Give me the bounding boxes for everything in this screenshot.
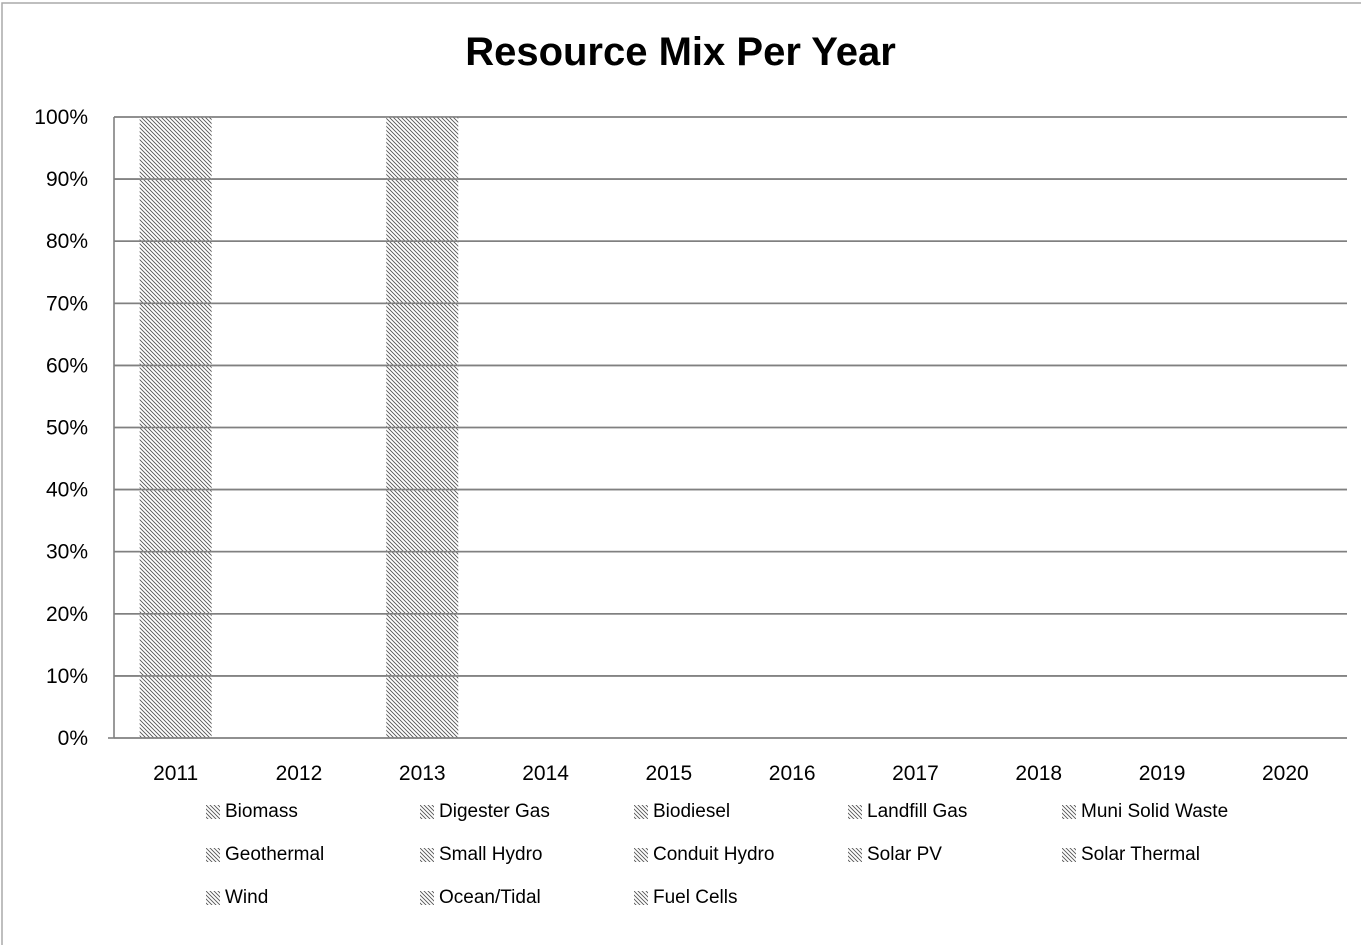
x-tick-label: 2013 <box>399 762 446 785</box>
x-tick-label: 2012 <box>276 762 323 785</box>
legend-item: Biodiesel <box>628 801 842 823</box>
legend-item: Wind <box>200 887 414 909</box>
legend-item: Geothermal <box>200 844 414 866</box>
x-tick-label: 2020 <box>1262 762 1309 785</box>
legend-label: Geothermal <box>225 843 325 865</box>
x-tick-label: 2019 <box>1139 762 1186 785</box>
legend-swatch <box>634 890 648 905</box>
legend-label: Solar PV <box>867 843 942 865</box>
legend-swatch <box>420 890 434 905</box>
chart-title: Resource Mix Per Year <box>465 30 896 74</box>
y-tick-label: 0% <box>58 727 88 750</box>
legend-row: Geothermal Small Hydro Conduit Hydro Solar … <box>200 833 1330 876</box>
legend-label: Biomass <box>225 800 298 822</box>
legend-swatch <box>206 847 220 862</box>
y-tick-label: 70% <box>46 292 88 315</box>
legend-label: Conduit Hydro <box>653 843 775 865</box>
legend: Biomass Digester Gas Biodiesel Landfill Gas… <box>200 790 1330 919</box>
x-tick-label: 2018 <box>1015 762 1062 785</box>
legend-label: Wind <box>225 886 269 908</box>
legend-item: Solar Thermal <box>1056 844 1270 866</box>
legend-label: Biodiesel <box>653 800 731 822</box>
legend-swatch <box>634 804 648 819</box>
legend-label: Digester Gas <box>439 800 550 822</box>
legend-item: Small Hydro <box>414 844 628 866</box>
legend-label: Ocean/Tidal <box>439 886 541 908</box>
x-tick-label: 2015 <box>645 762 692 785</box>
legend-item: Fuel Cells <box>628 887 842 909</box>
legend-label: Landfill Gas <box>867 800 968 822</box>
legend-item: Landfill Gas <box>842 801 1056 823</box>
legend-row: Biomass Digester Gas Biodiesel Landfill Gas… <box>200 790 1330 833</box>
legend-row: Wind Ocean/Tidal Fuel Cells <box>200 876 1330 919</box>
y-tick-label: 50% <box>46 417 88 440</box>
legend-swatch <box>206 890 220 905</box>
legend-swatch <box>420 847 434 862</box>
legend-item: Ocean/Tidal <box>414 887 628 909</box>
legend-swatch <box>206 804 220 819</box>
y-tick-label: 80% <box>46 230 88 253</box>
legend-swatch <box>1062 804 1076 819</box>
legend-item: Conduit Hydro <box>628 844 842 866</box>
x-tick-label: 2017 <box>892 762 939 785</box>
legend-swatch <box>848 804 862 819</box>
legend-label: Small Hydro <box>439 843 543 865</box>
legend-item: Solar PV <box>842 844 1056 866</box>
legend-swatch <box>848 847 862 862</box>
y-tick-label: 60% <box>46 354 88 377</box>
legend-swatch <box>634 847 648 862</box>
x-tick-label: 2011 <box>153 762 198 785</box>
legend-label: Fuel Cells <box>653 886 738 908</box>
y-tick-label: 20% <box>46 603 88 626</box>
y-tick-label: 30% <box>46 541 88 564</box>
legend-item: Muni Solid Waste <box>1056 801 1270 823</box>
legend-swatch <box>1062 847 1076 862</box>
legend-swatch <box>420 804 434 819</box>
legend-item: Digester Gas <box>414 801 628 823</box>
legend-label: Muni Solid Waste <box>1081 800 1229 822</box>
y-tick-label: 90% <box>46 168 88 191</box>
legend-item: Biomass <box>200 801 414 823</box>
y-tick-label: 40% <box>46 479 88 502</box>
x-tick-label: 2016 <box>769 762 816 785</box>
x-tick-label: 2014 <box>522 762 569 785</box>
y-tick-label: 100% <box>34 106 88 129</box>
legend-label: Solar Thermal <box>1081 843 1200 865</box>
y-tick-label: 10% <box>46 665 88 688</box>
